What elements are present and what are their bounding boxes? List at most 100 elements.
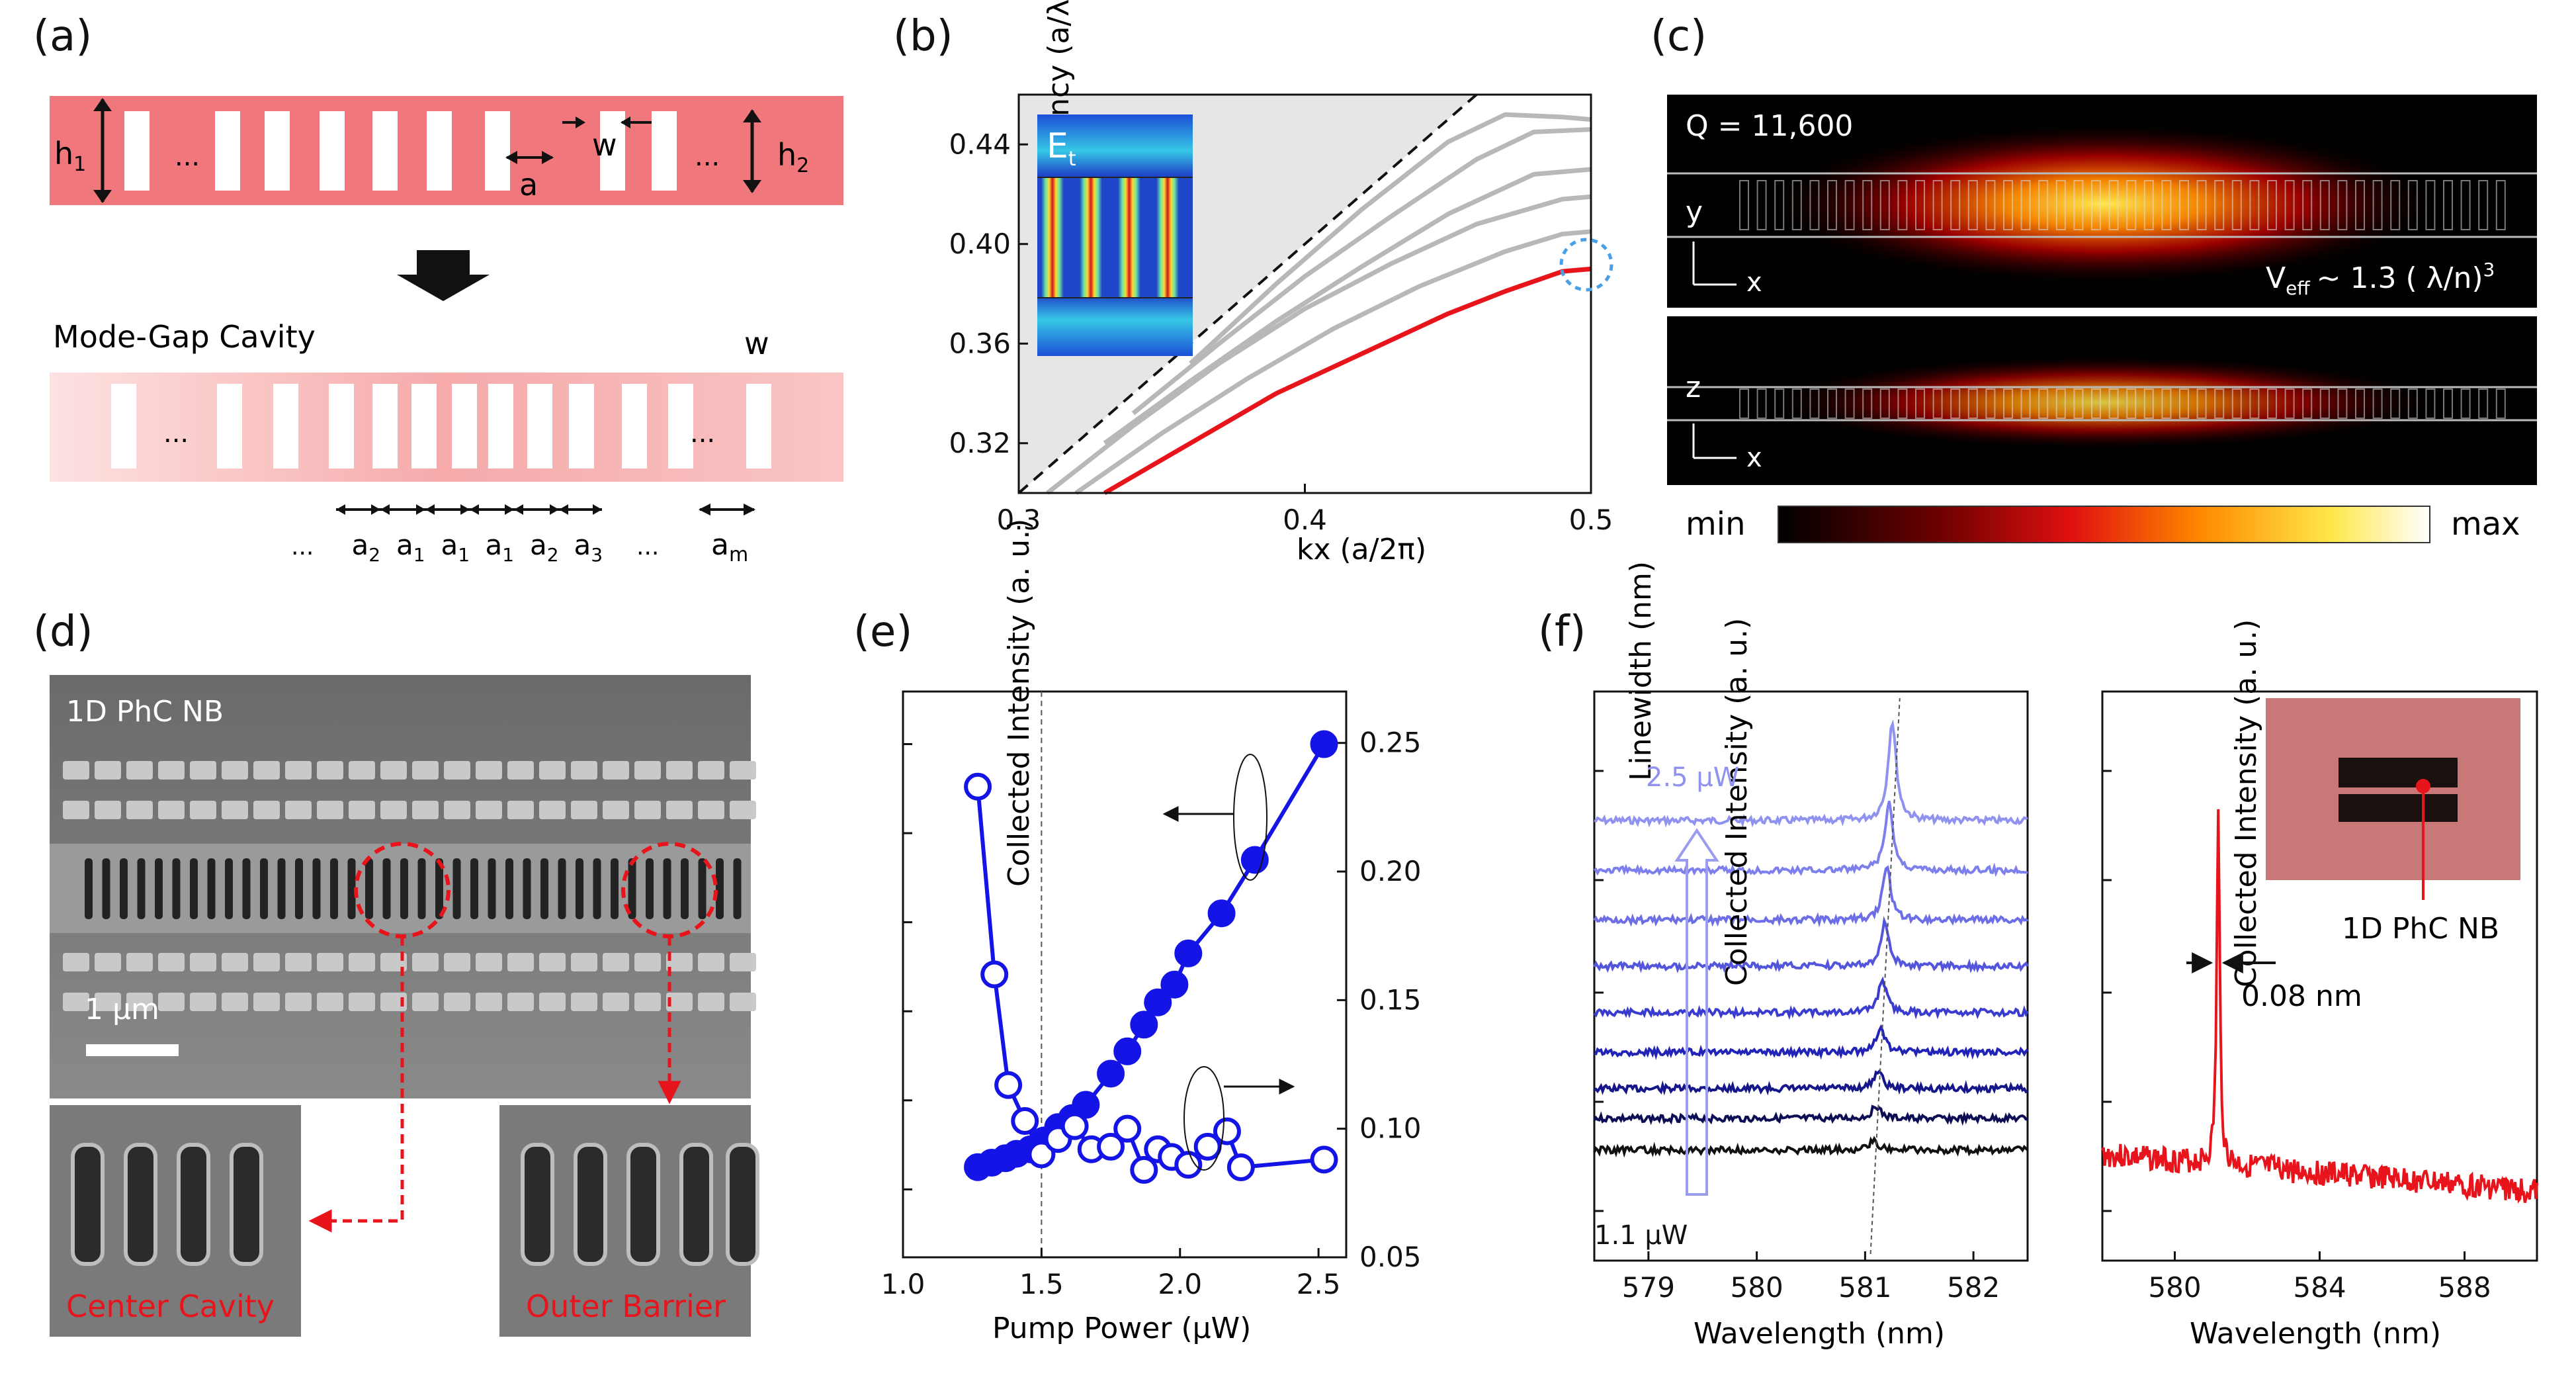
sem-block-2-8 bbox=[317, 953, 343, 971]
c-top-hole-8 bbox=[1879, 180, 1890, 230]
c-top-hole-43 bbox=[2495, 180, 2506, 230]
e-point-1-4 bbox=[1027, 1140, 1056, 1169]
sem-block-1-6 bbox=[253, 801, 280, 819]
panel-f: 579 580 581 582 Collected Intensity (a. u.)… bbox=[1593, 618, 2538, 1351]
sem-block-2-6 bbox=[253, 953, 280, 971]
sem-title: 1D PhC NB bbox=[66, 695, 224, 729]
outer-hole-4 bbox=[726, 1143, 759, 1266]
c-bot-hole-20 bbox=[2091, 388, 2101, 419]
sem-block-0-2 bbox=[126, 761, 153, 780]
c-top-hole-20 bbox=[2091, 180, 2101, 230]
sem-hole-3 bbox=[137, 858, 146, 919]
c-bot-hole-4 bbox=[1809, 388, 1820, 419]
sem-block-1-16 bbox=[571, 801, 597, 819]
sem-block-3-11 bbox=[412, 993, 439, 1011]
lattice-label-sub-2: 1 bbox=[458, 544, 470, 566]
sem-block-2-3 bbox=[158, 953, 185, 971]
b-xtick-label-2: 0.5 bbox=[1569, 504, 1613, 536]
f-right-spectrum bbox=[2101, 809, 2538, 1204]
sem-block-2-4 bbox=[190, 953, 216, 971]
panel-b: 0.3 0.4 0.50.320.360.400.44 Frequency (a/λ… bbox=[949, 0, 1613, 566]
sem-hole-26 bbox=[540, 858, 548, 919]
holes-cavity bbox=[111, 384, 771, 469]
lattice-label-5: a3 bbox=[574, 529, 603, 566]
sem-block-2-13 bbox=[476, 953, 502, 971]
hole-uniform-4 bbox=[372, 111, 398, 191]
c-top-hole-32 bbox=[2302, 180, 2313, 230]
sem-hole-32 bbox=[646, 858, 654, 919]
sem-block-0-0 bbox=[63, 761, 89, 780]
c-top-hole-15 bbox=[2003, 180, 2013, 230]
c-bot-hole-27 bbox=[2214, 388, 2225, 419]
am-label: am bbox=[711, 528, 748, 566]
sem-block-0-15 bbox=[539, 761, 566, 780]
c-top-hole-30 bbox=[2267, 180, 2277, 230]
f-left-xlabel: Wavelength (nm) bbox=[1694, 1317, 1945, 1351]
center-hole-1 bbox=[124, 1143, 157, 1266]
c-bot-hole-43 bbox=[2495, 388, 2506, 419]
sem-hole-16 bbox=[365, 858, 373, 919]
hole-cavity-12 bbox=[746, 384, 771, 469]
sem-hole-10 bbox=[260, 858, 268, 919]
lattice-label-2: a1 bbox=[441, 529, 470, 566]
c-bottom-field bbox=[1773, 356, 2434, 449]
e-ytick-r-label-4: 0.25 bbox=[1359, 727, 1422, 759]
sem-block-2-10 bbox=[380, 953, 407, 971]
c-top-hole-40 bbox=[2443, 180, 2453, 230]
panel-label-e: (e) bbox=[853, 607, 913, 656]
e-ytick-r-label-2: 0.15 bbox=[1359, 983, 1422, 1016]
sem-hole-5 bbox=[172, 858, 181, 919]
center-hole-0 bbox=[71, 1143, 105, 1266]
sem-block-0-10 bbox=[380, 761, 407, 780]
sem-hole-12 bbox=[295, 858, 303, 919]
hole-cavity-9 bbox=[569, 384, 594, 469]
e-ytick-r-label-3: 0.20 bbox=[1359, 855, 1422, 887]
e-point-1-17 bbox=[1310, 1145, 1338, 1174]
c-bot-hole-2 bbox=[1774, 388, 1785, 419]
lattice-label-sub-3: 1 bbox=[502, 544, 514, 566]
sem-block-1-14 bbox=[507, 801, 534, 819]
sem-block-3-21 bbox=[730, 993, 756, 1011]
sem-block-3-6 bbox=[253, 993, 280, 1011]
hole-uniform-1 bbox=[215, 111, 240, 191]
c-bot-hole-30 bbox=[2267, 388, 2277, 419]
veff-label: Veff ~ 1.3 ( λ/n)3 bbox=[2266, 259, 2495, 299]
optical-inset bbox=[2266, 698, 2520, 880]
band-band-3 bbox=[1046, 194, 1592, 495]
hole-cavity-10 bbox=[622, 384, 647, 469]
e-point-0-10 bbox=[1113, 1037, 1142, 1065]
c-top-hole-24 bbox=[2161, 180, 2172, 230]
c-bot-hole-7 bbox=[1862, 388, 1873, 419]
outer-hole-2 bbox=[626, 1143, 660, 1266]
c-axis-x-bottom: x bbox=[1746, 443, 1762, 473]
sem-block-1-1 bbox=[95, 801, 121, 819]
spectra-series: 579 580 581 582 bbox=[1593, 690, 2029, 1304]
f-left-xtick-label-3: 582 bbox=[1947, 1271, 2000, 1304]
e-xlabel: Pump Power (μW) bbox=[992, 1312, 1251, 1345]
c-bot-hole-6 bbox=[1844, 388, 1855, 419]
c-top-hole-19 bbox=[2073, 180, 2084, 230]
e-xtick-label-0: 1.0 bbox=[881, 1268, 925, 1300]
lattice-seg-heads-2 bbox=[425, 504, 470, 515]
lattice-dots-right: ... bbox=[636, 533, 659, 560]
sem-block-1-5 bbox=[222, 801, 248, 819]
f-left-xtick-label-2: 581 bbox=[1838, 1271, 1891, 1304]
sem-block-1-18 bbox=[634, 801, 661, 819]
c-top-hole-13 bbox=[1967, 180, 1978, 230]
e-point-0-17 bbox=[1310, 730, 1338, 758]
c-top-hole-17 bbox=[2038, 180, 2049, 230]
panel-label-c: (c) bbox=[1651, 12, 1707, 61]
c-bot-hole-21 bbox=[2108, 388, 2119, 419]
c-bot-hole-19 bbox=[2073, 388, 2084, 419]
sem-block-3-2 bbox=[126, 993, 153, 1011]
e-point-1-3 bbox=[1011, 1107, 1039, 1136]
sem-hole-7 bbox=[207, 858, 216, 919]
c-bot-hole-10 bbox=[1915, 388, 1925, 419]
c-bot-hole-41 bbox=[2460, 388, 2471, 419]
sem-block-1-0 bbox=[63, 801, 89, 819]
w2-label: w bbox=[744, 326, 769, 361]
spectrum-7 bbox=[1593, 1104, 2028, 1126]
c-top-field bbox=[1773, 124, 2434, 283]
spectrum-8 bbox=[1593, 1136, 2029, 1158]
sem-hole-1 bbox=[102, 858, 110, 919]
